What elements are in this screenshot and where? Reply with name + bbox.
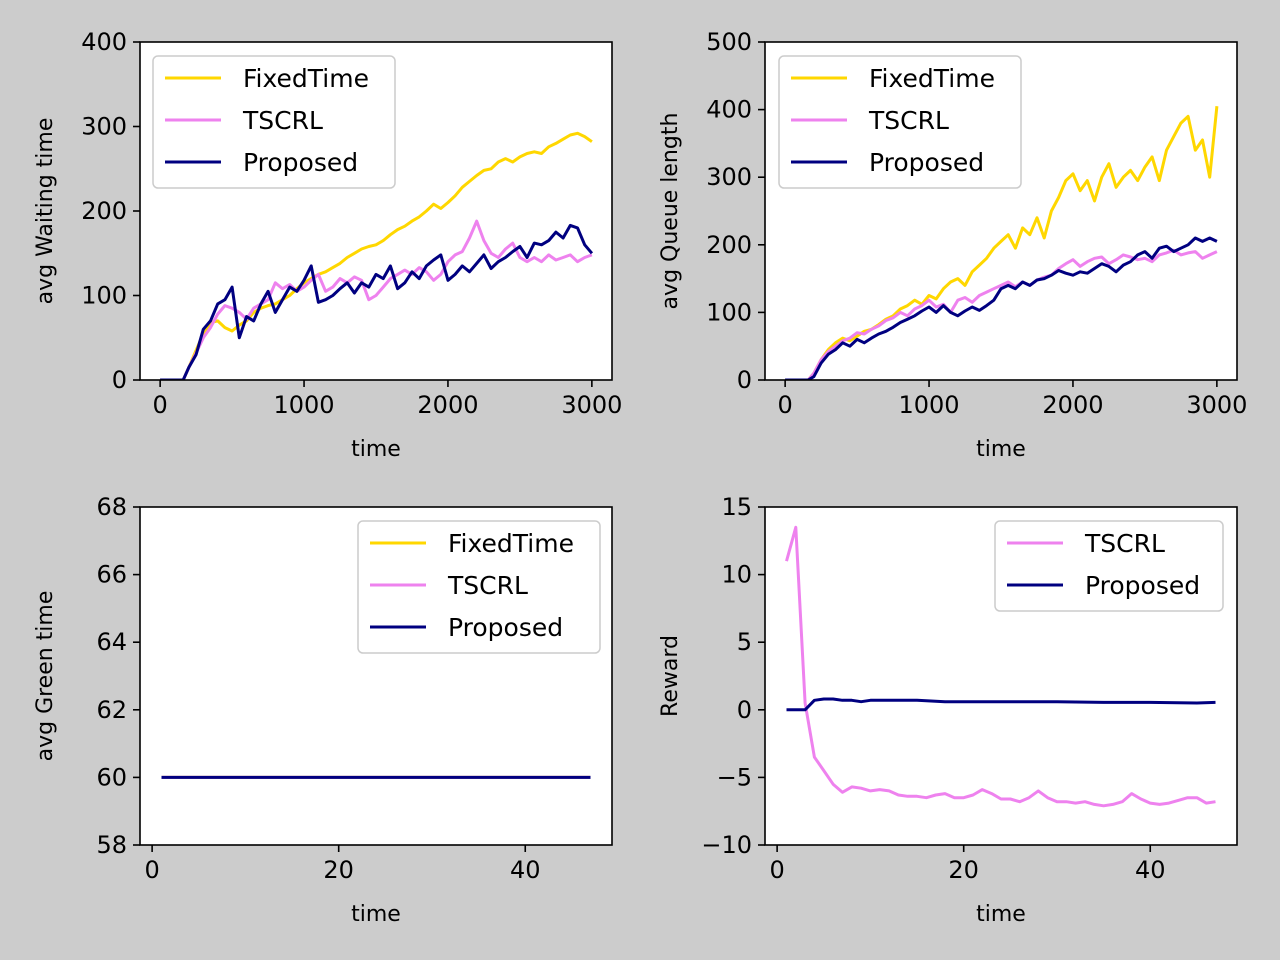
x-tick-label: 2000 — [1042, 391, 1103, 419]
series-line-tscrl — [785, 248, 1218, 380]
y-tick-label: 15 — [721, 493, 752, 521]
x-tick-label: 40 — [510, 856, 541, 884]
x-tick-label: 20 — [323, 856, 354, 884]
legend-label: FixedTime — [243, 64, 369, 93]
legend: FixedTime TSCRL Proposed — [152, 55, 396, 189]
legend-box — [778, 55, 1022, 189]
series-line-proposed — [786, 697, 1216, 712]
legend: FixedTime TSCRL Proposed — [357, 520, 601, 654]
xlabel: time — [351, 902, 401, 927]
xlabel: time — [976, 902, 1026, 927]
y-tick-label: 100 — [706, 298, 752, 326]
legend-label: FixedTime — [448, 529, 574, 558]
series-line-tscrl — [785, 525, 1216, 808]
x-tick-label: 0 — [778, 391, 793, 419]
y-tick-label: 300 — [706, 163, 752, 191]
y-tick-label: 10 — [721, 561, 752, 589]
axes-frame — [764, 41, 1238, 381]
legend-label: Proposed — [243, 148, 358, 177]
y-tick-label: 200 — [706, 231, 752, 259]
subplot-avg-queue-length: time avg Queue length 0 1000 2000 3000 0 100 2… — [658, 28, 1247, 462]
subplot-reward: time Reward 0 20 40 −10 −5 0 5 10 15 TSCRL Propose… — [658, 493, 1238, 927]
xlabel: time — [976, 437, 1026, 462]
y-tick-label: −5 — [717, 763, 752, 791]
x-tick-label: 0 — [144, 856, 159, 884]
legend-label: Proposed — [448, 613, 563, 642]
y-tick-label: 0 — [737, 366, 752, 394]
y-tick-label: 200 — [81, 197, 127, 225]
y-tick-label: 500 — [706, 28, 752, 56]
x-tick-label: 40 — [1135, 856, 1166, 884]
series-line-proposed — [785, 236, 1218, 380]
ylabel: avg Waiting time — [33, 118, 58, 305]
y-tick-label: 0 — [112, 366, 127, 394]
legend-label: FixedTime — [869, 64, 995, 93]
subplot-avg-waiting-time: time avg Waiting time 0 1000 2000 3000 0 100 2… — [33, 28, 622, 462]
y-tick-label: 300 — [81, 113, 127, 141]
xlabel: time — [351, 437, 401, 462]
ylabel: Reward — [658, 635, 683, 717]
legend-label: TSCRL — [447, 571, 528, 600]
subplot-avg-green-time: time avg Green time 0 20 40 58 60 62 64 66 68 Fix… — [33, 493, 613, 927]
axes-frame — [764, 506, 1238, 846]
x-tick-label: 2000 — [417, 391, 478, 419]
y-tick-label: 400 — [706, 96, 752, 124]
legend-label: Proposed — [869, 148, 984, 177]
y-tick-label: 64 — [96, 628, 127, 656]
x-tick-label: 1000 — [899, 391, 960, 419]
x-tick-label: 1000 — [274, 391, 335, 419]
y-tick-label: 66 — [96, 561, 127, 589]
y-tick-label: 60 — [96, 763, 127, 791]
legend-label: Proposed — [1085, 571, 1200, 600]
legend: TSCRL Proposed — [994, 520, 1224, 612]
y-tick-label: 400 — [81, 28, 127, 56]
x-tick-label: 3000 — [561, 391, 622, 419]
y-tick-label: 100 — [81, 282, 127, 310]
y-tick-label: −10 — [701, 831, 752, 859]
y-tick-label: 58 — [96, 831, 127, 859]
legend-box — [152, 55, 396, 189]
y-tick-label: 62 — [96, 696, 127, 724]
y-tick-label: 0 — [737, 696, 752, 724]
ylabel: avg Green time — [33, 591, 58, 762]
legend-box — [357, 520, 601, 654]
y-tick-label: 68 — [96, 493, 127, 521]
x-tick-label: 20 — [948, 856, 979, 884]
ylabel: avg Queue length — [658, 113, 683, 310]
legend-label: TSCRL — [242, 106, 323, 135]
series-line-tscrl — [160, 219, 593, 380]
x-tick-label: 0 — [153, 391, 168, 419]
axes-frame — [139, 506, 613, 846]
y-tick-label: 5 — [737, 628, 752, 656]
series-line-proposed — [160, 223, 594, 380]
x-tick-label: 0 — [769, 856, 784, 884]
legend-label: TSCRL — [868, 106, 949, 135]
legend: FixedTime TSCRL Proposed — [778, 55, 1022, 189]
x-tick-label: 3000 — [1186, 391, 1247, 419]
legend-label: TSCRL — [1084, 529, 1165, 558]
